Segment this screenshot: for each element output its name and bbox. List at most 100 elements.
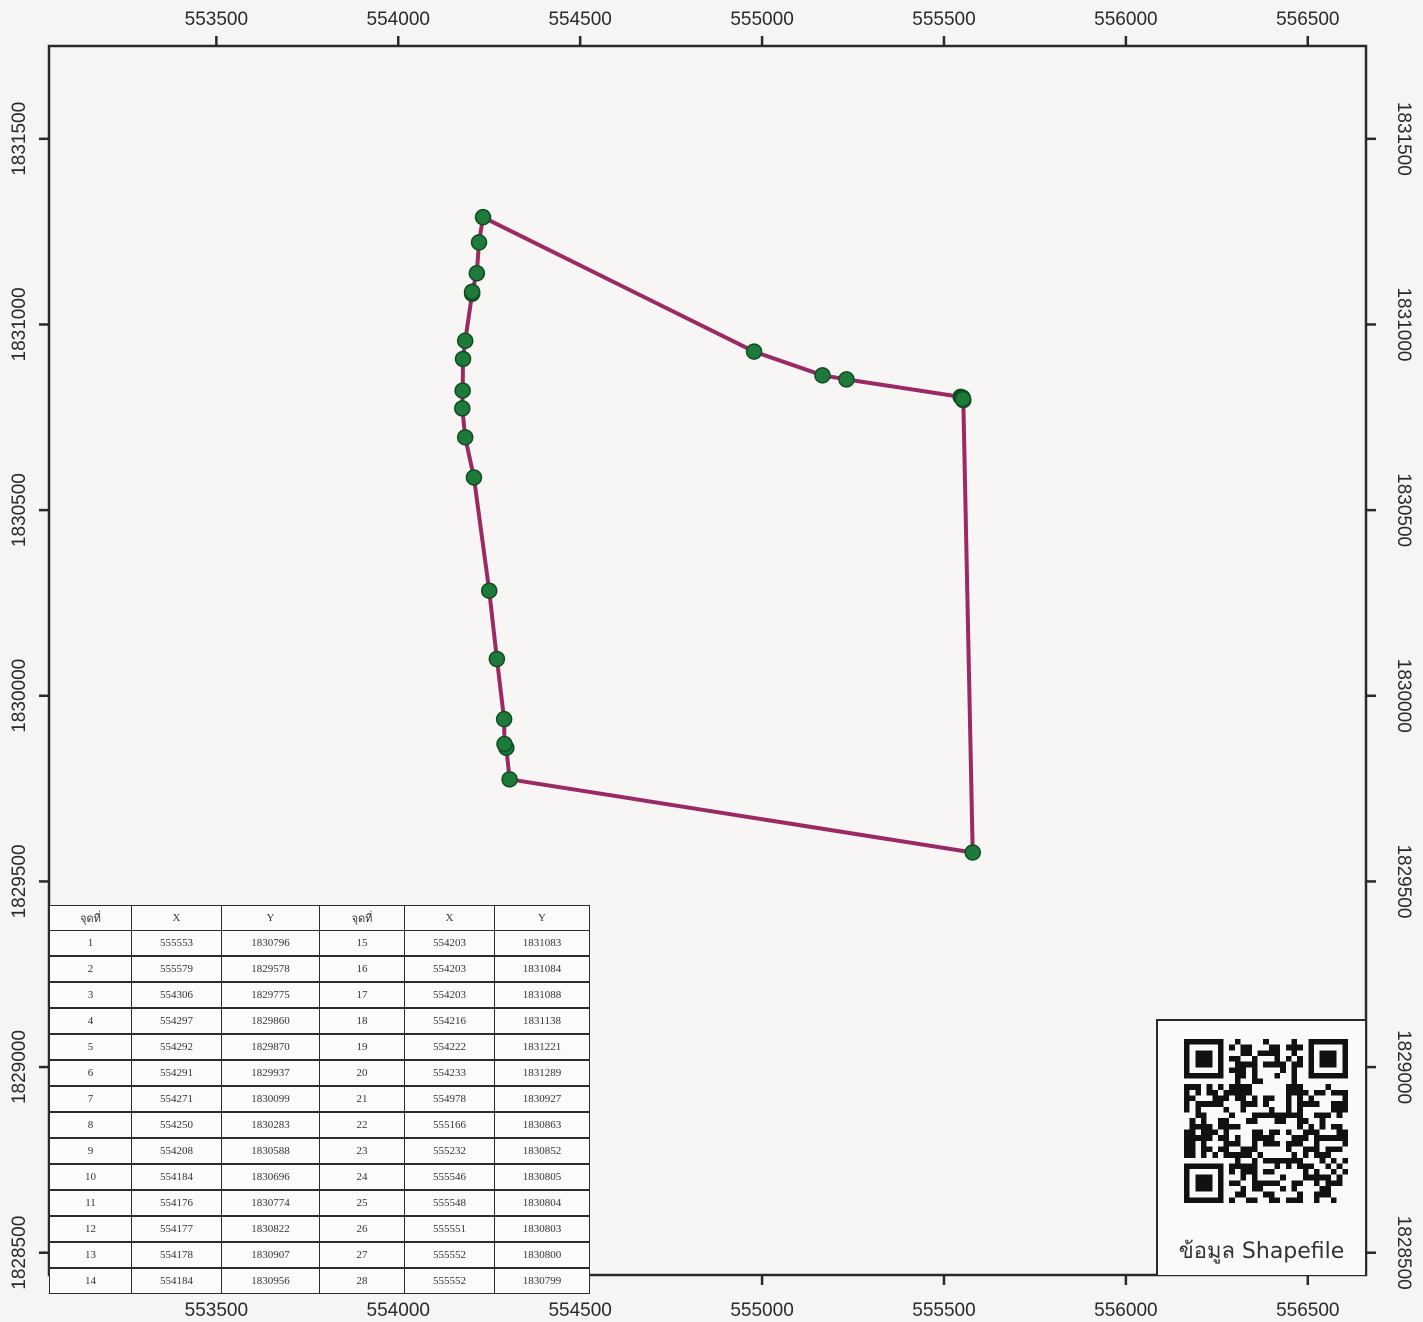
y-tick-label-right: 1829000 [1393,1030,1414,1104]
x-tick-label-top: 554000 [367,9,430,30]
table-cell: 18 [319,1007,405,1035]
table-cell: 554208 [131,1137,222,1165]
table-row: 3 554306 1829775 17 554203 1831088 [49,981,590,1009]
table-cell: 1830588 [221,1137,320,1165]
table-cell: 554291 [131,1059,222,1087]
x-tick-label-bottom: 555500 [912,1300,975,1321]
header-x-left: X [131,905,222,931]
vertex-point [454,382,471,399]
vertex-point [470,234,488,251]
table-cell: 1830804 [494,1189,590,1217]
x-tick-label-top: 555000 [730,9,793,30]
axis-tick-labels: 553500 553500 554000 554000 554500 554500 5550… [9,9,1414,1321]
table-cell: 1830774 [221,1189,320,1217]
vertex-point [488,650,506,668]
vertex-point [465,469,483,486]
table-cell: 1831289 [494,1059,590,1087]
x-tick-label-top: 555500 [912,9,975,30]
table-cell: 554203 [404,930,495,957]
vertex-point [745,343,763,360]
table-row: 8 554250 1830283 22 555166 1830863 [49,1111,590,1139]
x-tick-label-top: 553500 [185,9,248,30]
table-cell: 554306 [131,981,222,1009]
table-cell: 1829578 [221,955,320,983]
table-cell: 19 [319,1033,405,1061]
table-cell: 1830822 [221,1215,320,1243]
table-cell: 1830800 [494,1241,590,1269]
header-y-left: Y [221,905,320,931]
table-cell: 1829860 [221,1007,320,1035]
table-cell: 555552 [404,1267,495,1294]
table-cell: 6 [49,1059,132,1087]
table-cell: 10 [49,1163,132,1191]
x-tick-label-top: 554500 [548,9,611,30]
qr-code-icon[interactable] [1184,1039,1348,1203]
y-tick-label-right: 1829500 [1393,844,1414,918]
table-cell: 554203 [404,955,495,983]
x-tick-label-bottom: 555000 [730,1300,793,1321]
header-x-right: X [404,905,495,931]
x-tick-label-top: 556500 [1276,9,1339,30]
table-cell: 1830696 [221,1163,320,1191]
vertex-point [474,208,492,226]
x-tick-label-top: 556000 [1094,9,1157,30]
table-row: 14 554184 1830956 28 555552 1830799 [49,1267,590,1294]
y-tick-label-right: 1828500 [1393,1216,1414,1290]
vertex-point [454,350,472,368]
y-tick-label-left: 1828500 [9,1216,30,1290]
table-cell: 26 [319,1215,405,1243]
table-cell: 1831221 [494,1033,590,1061]
table-cell: 1829775 [221,981,320,1009]
table-row: 11 554176 1830774 25 555548 1830804 [49,1189,590,1217]
y-tick-label-right: 1831500 [1393,102,1414,176]
table-cell: 1830796 [221,930,320,957]
table-cell: 554216 [404,1007,495,1035]
coordinate-table-body: 1 555553 1830796 15 554203 1831083 2 555579 1829… [49,930,590,1294]
table-row: 1 555553 1830796 15 554203 1831083 [49,930,590,957]
vertex-point [501,771,518,788]
table-cell: 1829870 [221,1033,320,1061]
table-cell: 555551 [404,1215,495,1243]
header-point-no-right: จุดที่ [319,905,405,931]
table-cell: 554233 [404,1059,495,1087]
vertex-point [495,710,513,728]
table-row: 5 554292 1829870 19 554222 1831221 [49,1033,590,1061]
table-cell: 5 [49,1033,132,1061]
table-row: 2 555579 1829578 16 554203 1831084 [49,955,590,983]
table-cell: 11 [49,1189,132,1217]
vertex-point [454,400,471,417]
coordinate-table-header: จุดที่ X Y จุดที่ X Y [49,905,590,931]
vertex-point [954,390,972,408]
table-cell: 2 [49,955,132,983]
table-cell: 554184 [131,1267,222,1294]
y-tick-label-right: 1830500 [1393,473,1414,547]
table-cell: 16 [319,955,405,983]
table-cell: 25 [319,1189,405,1217]
table-cell: 3 [49,981,132,1009]
table-cell: 1830803 [494,1215,590,1243]
table-cell: 22 [319,1111,405,1139]
y-tick-label-left: 1830000 [9,659,30,733]
table-cell: 554978 [404,1085,495,1113]
y-tick-label-left: 1831500 [9,102,30,176]
y-tick-label-left: 1831000 [9,287,30,361]
table-cell: 1830099 [221,1085,320,1113]
table-cell: 23 [319,1137,405,1165]
table-row: 4 554297 1829860 18 554216 1831138 [49,1007,590,1035]
table-cell: 554222 [404,1033,495,1061]
table-cell: 554178 [131,1241,222,1269]
table-cell: 1830927 [494,1085,590,1113]
table-cell: 555548 [404,1189,495,1217]
table-cell: 28 [319,1267,405,1294]
table-cell: 1831084 [494,955,590,983]
x-tick-label-bottom: 556000 [1094,1300,1157,1321]
table-row: 13 554178 1830907 27 555552 1830800 [49,1241,590,1269]
header-y-right: Y [494,905,590,931]
vertex-point [838,371,855,388]
header-point-no-left: จุดที่ [49,905,132,931]
vertex-point [456,429,474,446]
vertex-point [814,367,831,384]
table-cell: 554297 [131,1007,222,1035]
table-cell: 1830907 [221,1241,320,1269]
vertex-point [468,264,486,282]
